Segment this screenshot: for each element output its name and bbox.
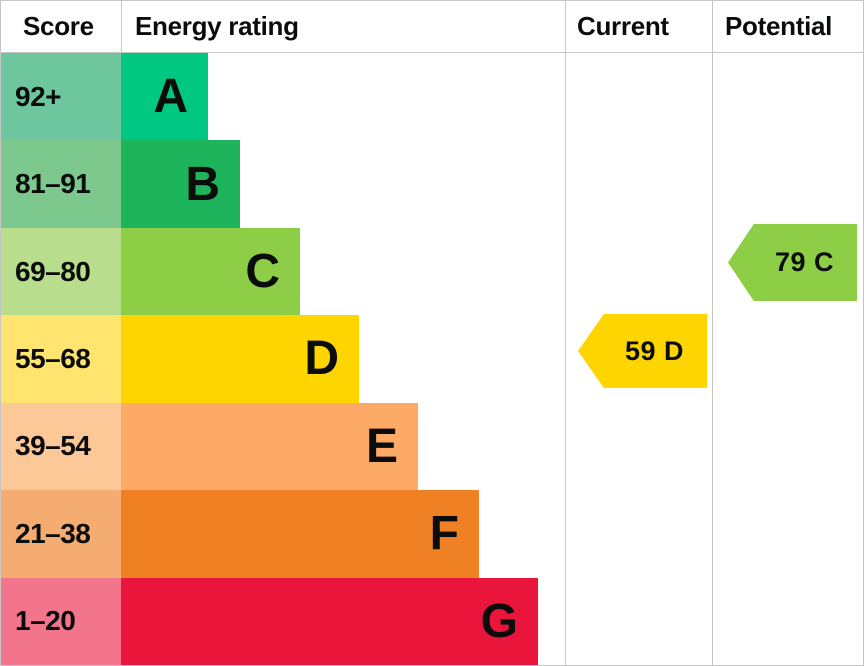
header-score: Score (23, 11, 94, 41)
band-row-b: 81–91 B (1, 140, 863, 228)
score-range-label-e: 39–54 (1, 402, 121, 491)
score-range-label-c: 69–80 (1, 227, 121, 316)
band-bar-c: C (121, 227, 300, 316)
band-bar-e: E (121, 402, 418, 491)
score-range-label-a: 92+ (1, 53, 121, 141)
current-rating-arrow: 59 D (578, 314, 707, 388)
bands: 92+ A 81–91 B 69–80 C 55–68 D 39–54 E 21–38 F 1–20 G (1, 53, 863, 665)
table-header: Score Energy rating Current Potential (1, 1, 863, 53)
band-bar-a: A (121, 53, 208, 141)
band-row-c: 69–80 C (1, 227, 863, 316)
potential-rating-arrow: 79 C (728, 224, 857, 301)
header-potential: Potential (725, 11, 833, 41)
header-energy-rating: Energy rating (121, 1, 565, 52)
current-column-divider (565, 1, 566, 665)
header-current: Current (577, 11, 669, 41)
score-range-label-b: 81–91 (1, 140, 121, 228)
band-row-a: 92+ A (1, 53, 863, 141)
band-row-d: 55–68 D (1, 315, 863, 403)
band-bar-g: G (121, 577, 538, 665)
score-range-label-g: 1–20 (1, 577, 121, 665)
band-row-f: 21–38 F (1, 490, 863, 578)
band-row-e: 39–54 E (1, 402, 863, 491)
band-bar-d: D (121, 315, 359, 403)
band-bar-f: F (121, 490, 479, 578)
score-range-label-f: 21–38 (1, 490, 121, 578)
score-range-label-d: 55–68 (1, 315, 121, 403)
band-bar-b: B (121, 140, 240, 228)
potential-column-divider (712, 1, 713, 665)
band-row-g: 1–20 G (1, 577, 863, 665)
